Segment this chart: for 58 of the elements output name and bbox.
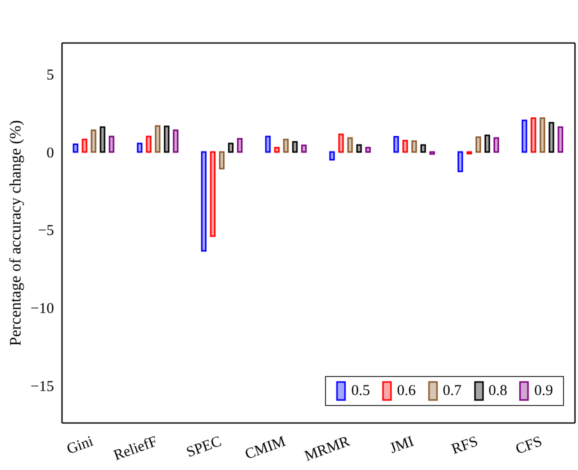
x-tick-label: CMIM [243,434,288,464]
y-axis-title: Percentage of accuracy change (%) [8,120,25,346]
bar [522,120,528,153]
x-tick-label: ReliefF [112,434,160,464]
bar [283,138,289,153]
bar [219,151,225,170]
bar [338,134,344,153]
bar [72,143,78,153]
bar [540,117,546,153]
bar [90,129,96,153]
x-tick-label: MRMR [302,434,352,465]
y-tick-label: 5 [46,67,54,84]
bar [301,144,307,153]
bar [530,117,536,153]
bar [274,146,280,153]
bar [108,136,114,153]
bar [365,146,371,153]
legend-label: 0.9 [534,382,553,400]
bar [210,151,216,237]
bar [146,136,152,153]
bar [265,136,271,153]
bar [82,138,88,153]
bar [347,137,353,153]
y-tick-label: −15 [30,378,54,395]
bar [136,142,142,153]
bar [237,138,243,153]
bar [228,142,234,153]
bar [393,136,399,153]
bar [356,144,362,153]
bar [154,125,160,153]
legend-label: 0.6 [397,382,416,400]
y-tick-label: −5 [38,223,54,240]
legend-label: 0.7 [442,382,462,400]
y-tick-label: −10 [30,301,54,318]
bar [201,151,207,252]
x-tick-label: Gini [64,434,96,458]
bar [476,136,482,153]
bar [558,126,564,153]
legend-label: 0.8 [488,382,508,400]
bar [429,151,435,155]
bar [292,141,298,153]
x-tick-label: RFS [450,434,480,458]
bar [548,122,554,153]
bar [494,137,500,153]
bar [100,126,106,153]
bar [420,144,426,153]
bar [164,126,170,153]
x-tick-label: CFS [514,434,544,458]
bar [329,151,335,161]
x-tick-label: SPEC [184,434,224,462]
legend-label: 0.5 [351,382,370,400]
bar [172,129,178,153]
bar [411,140,417,153]
bar [458,151,464,172]
bar [402,140,408,153]
x-tick-label: JMI [388,434,416,458]
bar [484,134,490,153]
y-tick-label: 0 [46,145,54,162]
